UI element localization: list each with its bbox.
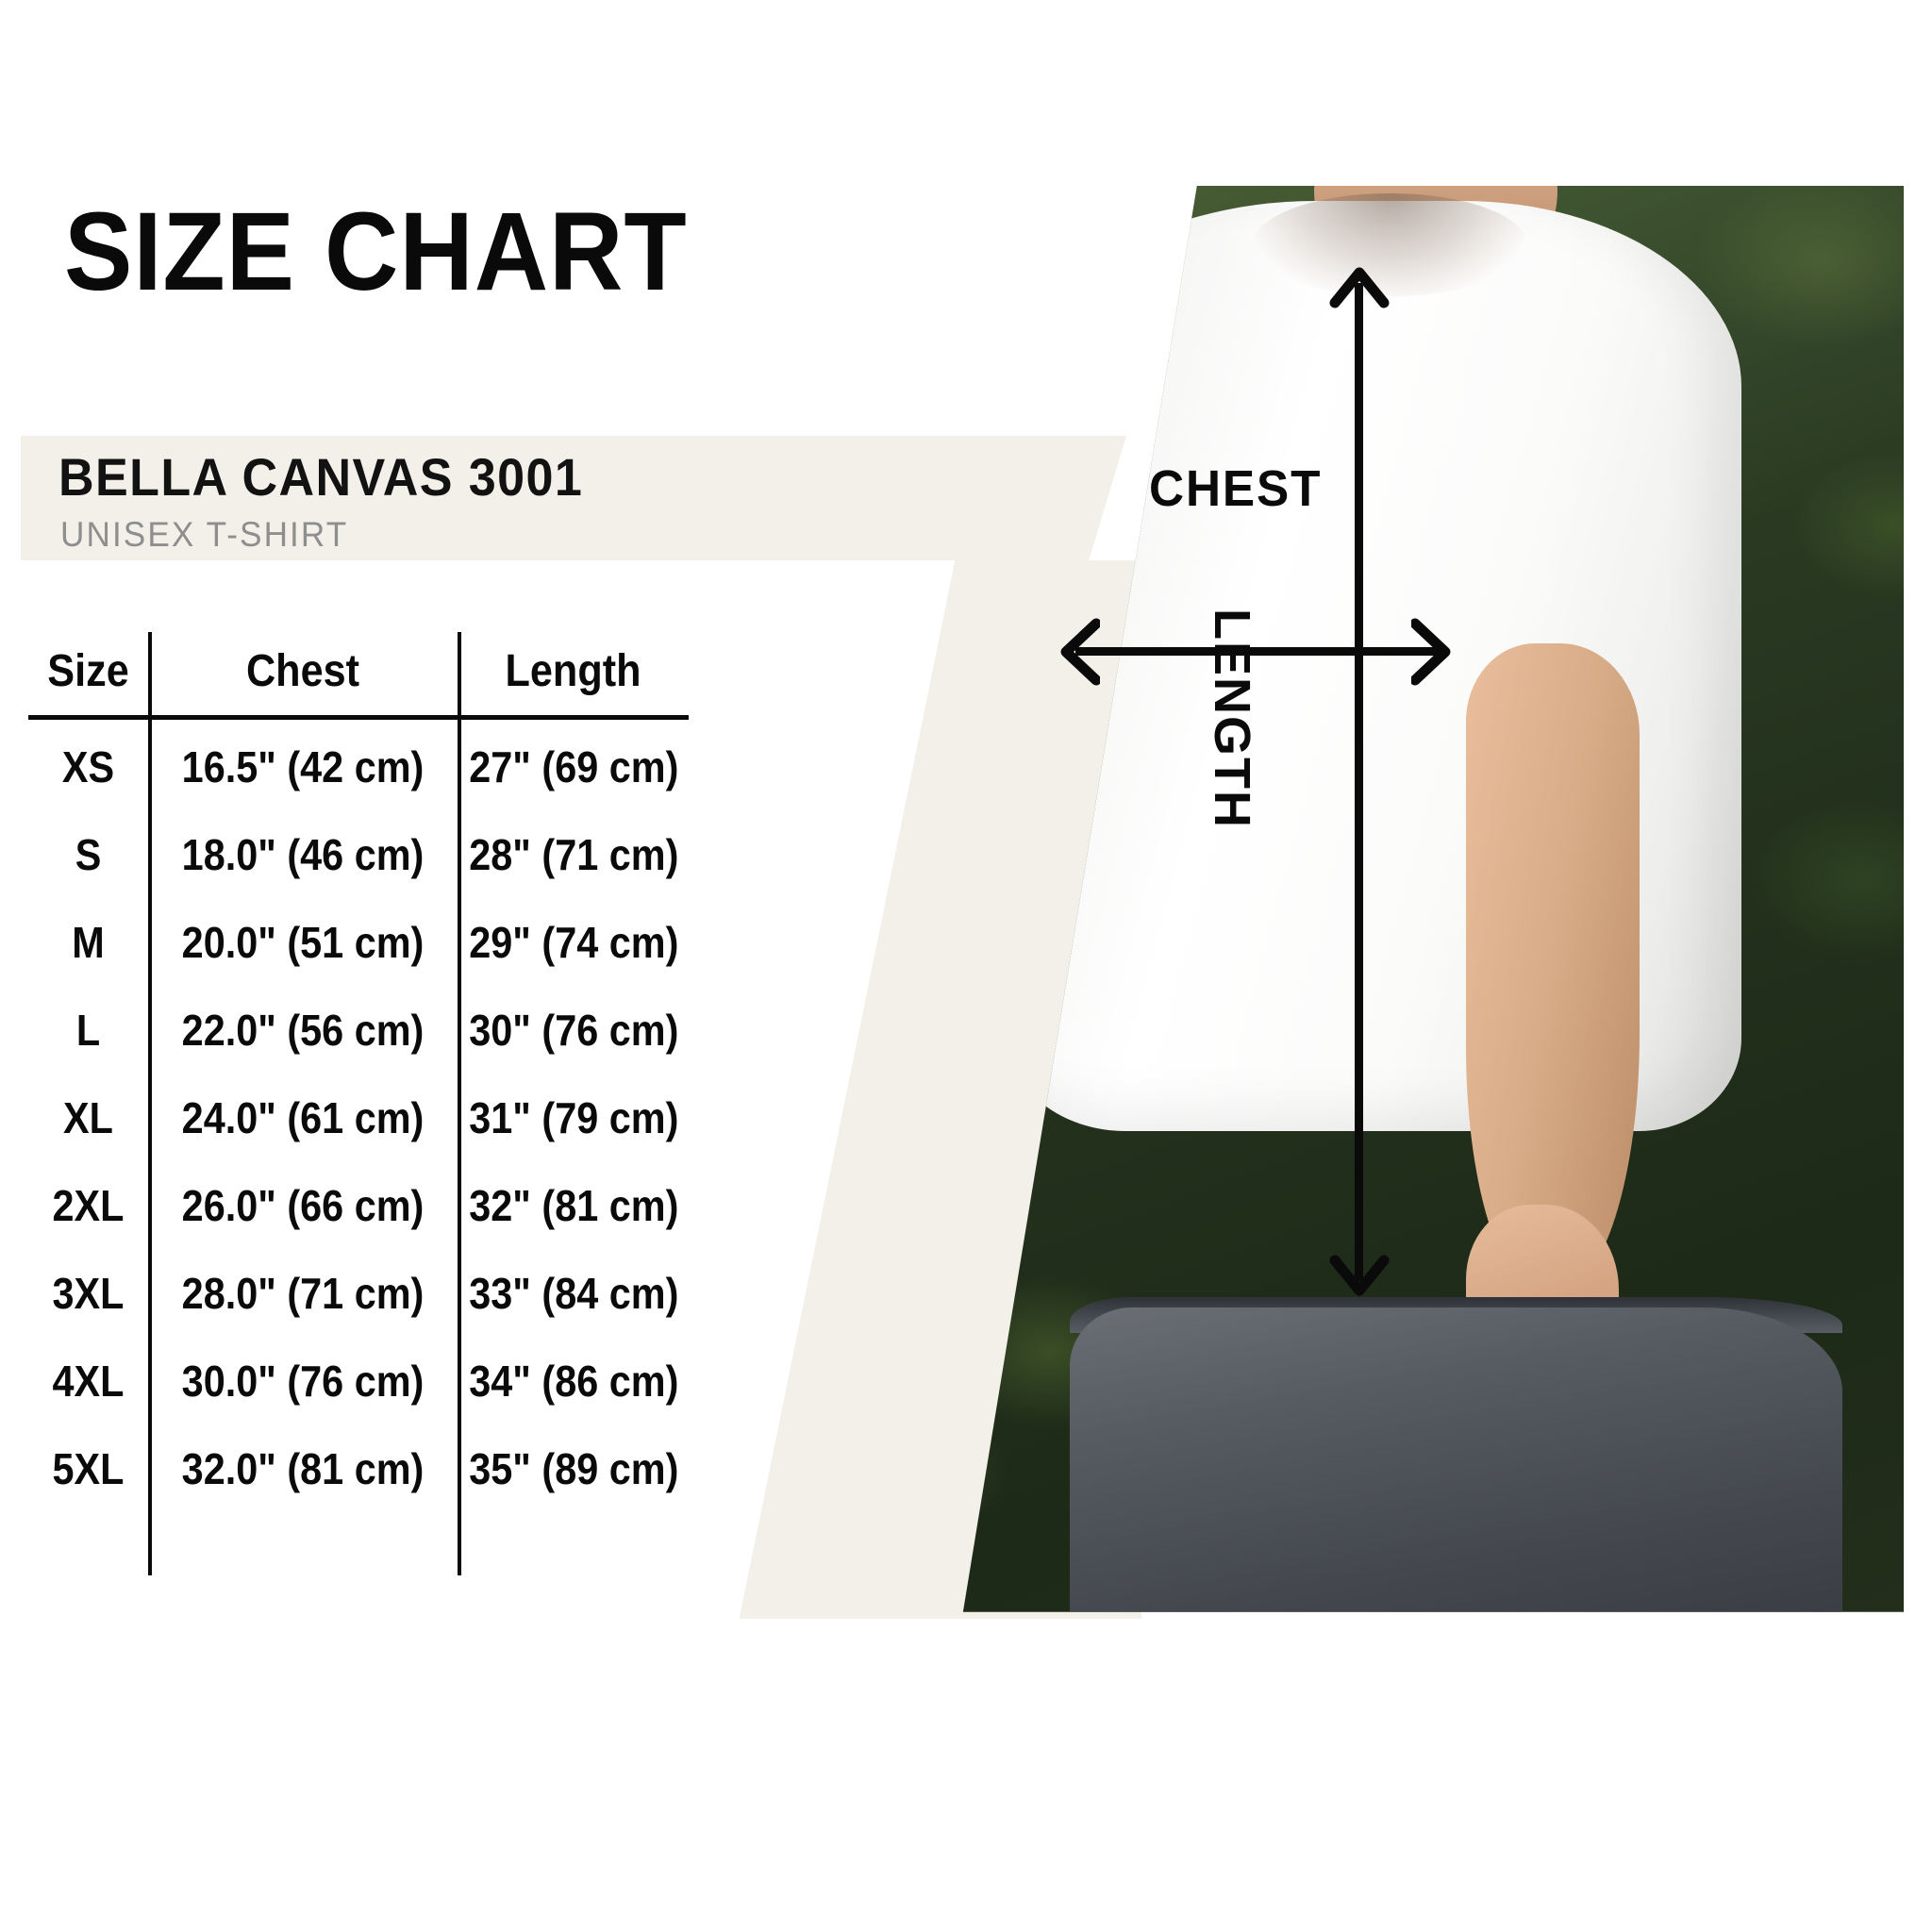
table-row: 3XL 28.0" (71 cm) 33" (84 cm) <box>28 1241 689 1329</box>
cell-size: M <box>72 918 105 967</box>
neckline-shadow <box>1253 192 1528 297</box>
length-measure-line <box>1355 283 1363 1281</box>
product-band <box>21 436 1126 560</box>
page-title: SIZE CHART <box>64 190 688 314</box>
cell-length: 27" (69 cm) <box>469 742 679 791</box>
cell-chest: 26.0" (66 cm) <box>181 1181 425 1230</box>
cell-chest: 30.0" (76 cm) <box>181 1357 425 1406</box>
product-name: BELLA CANVAS 3001 <box>58 447 584 507</box>
cell-chest: 20.0" (51 cm) <box>181 918 425 967</box>
length-arrow-down-icon <box>1329 1255 1390 1296</box>
cell-length: 34" (86 cm) <box>469 1357 679 1406</box>
chest-arrow-left-icon <box>1060 618 1100 686</box>
table-row: S 18.0" (46 cm) 28" (71 cm) <box>28 803 689 891</box>
cell-length: 29" (74 cm) <box>469 918 679 967</box>
cell-size: L <box>75 1006 101 1055</box>
table-row: 4XL 30.0" (76 cm) 34" (86 cm) <box>28 1329 689 1417</box>
cell-chest: 16.5" (42 cm) <box>181 742 425 791</box>
table-row: 2XL 26.0" (66 cm) 32" (81 cm) <box>28 1154 689 1241</box>
chest-measure-line <box>1075 647 1443 656</box>
table-row: M 20.0" (51 cm) 29" (74 cm) <box>28 891 689 978</box>
cell-chest: 32.0" (81 cm) <box>181 1444 425 1493</box>
cell-chest: 18.0" (46 cm) <box>181 830 425 879</box>
table-row: XL 24.0" (61 cm) 31" (79 cm) <box>28 1066 689 1154</box>
cell-length: 33" (84 cm) <box>469 1269 679 1318</box>
cell-size: 2XL <box>52 1181 125 1230</box>
cell-length: 31" (79 cm) <box>469 1093 679 1142</box>
cell-size: XL <box>63 1093 113 1142</box>
header-rule <box>28 715 689 720</box>
model-jeans <box>1070 1307 1843 1612</box>
table-row: L 22.0" (56 cm) 30" (76 cm) <box>28 978 689 1066</box>
chest-arrow-right-icon <box>1411 618 1451 686</box>
length-arrow-up-icon <box>1329 267 1390 308</box>
cell-length: 35" (89 cm) <box>469 1444 679 1493</box>
table-header-row: Size Chest Length <box>28 625 689 715</box>
cell-length: 30" (76 cm) <box>469 1006 679 1055</box>
cell-size: 4XL <box>52 1357 125 1406</box>
size-table: Size Chest Length XS 16.5" (42 cm) 27" (… <box>28 625 689 1575</box>
cell-chest: 24.0" (61 cm) <box>181 1093 425 1142</box>
length-measure-label: LENGTH <box>1204 608 1260 829</box>
cell-chest: 22.0" (56 cm) <box>181 1006 425 1055</box>
info-panel: SIZE CHART BELLA CANVAS 3001 UNISEX T-SH… <box>0 0 1126 1932</box>
column-divider-2 <box>458 632 461 1575</box>
cell-size: XS <box>61 742 115 791</box>
column-header-length: Length <box>505 646 641 696</box>
column-header-chest: Chest <box>245 646 360 696</box>
model-arm <box>1466 643 1640 1293</box>
column-header-size: Size <box>47 646 129 696</box>
cell-size: S <box>75 830 102 879</box>
product-type: UNISEX T-SHIRT <box>60 515 349 554</box>
cell-size: 5XL <box>52 1444 125 1493</box>
chest-measure-label: CHEST <box>1149 460 1323 517</box>
column-divider-1 <box>148 632 152 1575</box>
table-row: 5XL 32.0" (81 cm) 35" (89 cm) <box>28 1417 689 1505</box>
cell-chest: 28.0" (71 cm) <box>181 1269 425 1318</box>
cell-length: 28" (71 cm) <box>469 830 679 879</box>
table-row: XS 16.5" (42 cm) 27" (69 cm) <box>28 715 689 803</box>
cell-length: 32" (81 cm) <box>469 1181 679 1230</box>
cell-size: 3XL <box>52 1269 125 1318</box>
